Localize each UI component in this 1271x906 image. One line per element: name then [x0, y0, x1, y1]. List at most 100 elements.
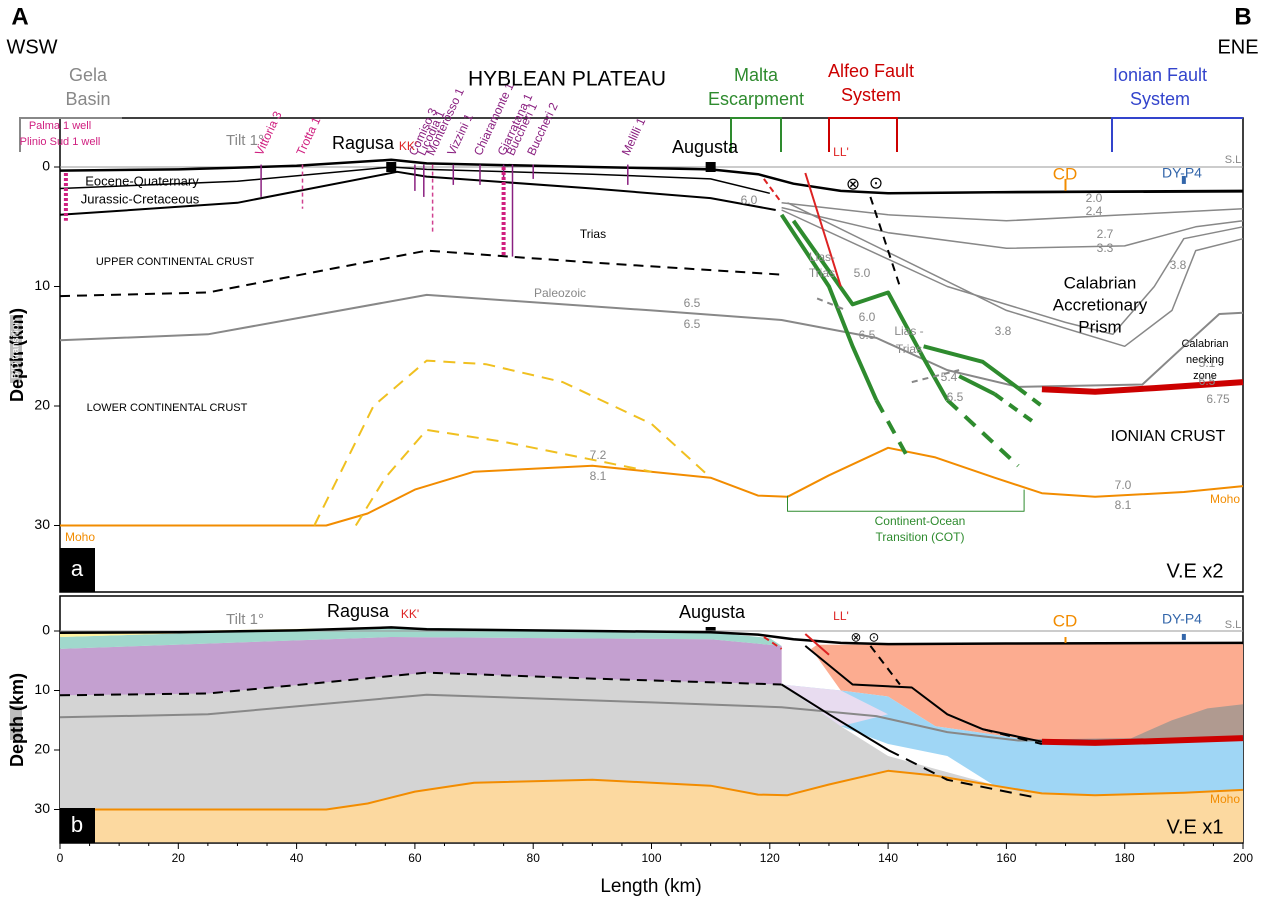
- label: a: [71, 556, 84, 581]
- label: Paleozoic: [534, 286, 586, 300]
- label: Lias-: [809, 250, 835, 264]
- label: A: [11, 3, 28, 30]
- well-name: Melilli 1: [619, 115, 649, 157]
- velocity-label: 3.8: [995, 324, 1012, 338]
- label: Jurassic-Cretaceous: [81, 191, 200, 206]
- well-name: Trotta 1: [293, 114, 323, 157]
- label: Trias: [809, 266, 835, 280]
- label: CD: [1053, 164, 1078, 183]
- label: KK': [399, 139, 417, 153]
- fault: [764, 179, 782, 203]
- town-marker: [386, 162, 396, 172]
- x-tick-label: 180: [1115, 851, 1135, 865]
- moho: [60, 448, 1243, 526]
- label: Ionian Fault: [1113, 65, 1207, 85]
- cross-section: Vittoria 3Trotta 1Comiso 3Licodia 1Monte…: [0, 0, 1271, 906]
- label: B: [1234, 3, 1251, 30]
- x-tick-label: 200: [1233, 851, 1253, 865]
- y-tick-label: 30: [34, 800, 50, 816]
- label: Trias: [896, 342, 922, 356]
- label: Tilt 1°: [226, 611, 264, 628]
- town-marker: [706, 162, 716, 172]
- label: Transition (COT): [876, 530, 965, 544]
- velocity-label: 2.0: [1086, 191, 1103, 205]
- velocity-label: 6.5: [684, 296, 701, 310]
- velocity-label: 8.1: [1115, 498, 1132, 512]
- label: Calabrian: [1181, 338, 1228, 350]
- velocity-label: 6.0: [859, 310, 876, 324]
- velocity-label: 3.3: [1097, 241, 1114, 255]
- axis-title: Depth (km): [7, 673, 27, 767]
- velocity-label: 7.0: [1115, 478, 1132, 492]
- x-tick-label: 0: [57, 851, 64, 865]
- velocity-label: 6.0: [741, 193, 758, 207]
- label: CD: [1053, 611, 1078, 630]
- x-tick-label: 20: [172, 851, 186, 865]
- label: LL': [833, 145, 849, 159]
- fault: [782, 215, 877, 400]
- symbol: ⊗: [846, 174, 860, 193]
- label: Moho: [1210, 492, 1240, 506]
- fault: [870, 197, 900, 287]
- x-tick-label: 140: [878, 851, 898, 865]
- label: System: [841, 85, 901, 105]
- label: DY-P4: [1162, 611, 1202, 627]
- label: UPPER CONTINENTAL CRUST: [96, 256, 255, 268]
- velocity-label: 6.5: [1199, 374, 1216, 388]
- label: Tilt 1°: [226, 132, 264, 149]
- velocity-label: 5.4: [941, 370, 958, 384]
- region-bracket: [731, 118, 781, 152]
- x-tick-label: 80: [527, 851, 541, 865]
- label: IONIAN CRUST: [1111, 428, 1226, 445]
- x-tick-label: 40: [290, 851, 304, 865]
- region-bracket: [1112, 118, 1243, 152]
- velocity-label: 5.0: [854, 266, 871, 280]
- velocity-label: 7.2: [590, 448, 607, 462]
- prism-horizon: [782, 203, 1243, 221]
- y-tick-label: 20: [34, 741, 50, 757]
- symbol: ⊙: [869, 629, 880, 644]
- x-tick-label: 160: [996, 851, 1016, 865]
- y-tick-label: 10: [34, 277, 50, 293]
- velocity-label: 6.75: [1206, 392, 1230, 406]
- label: V.E x1: [1166, 816, 1223, 838]
- velocity-label: 2.4: [1086, 204, 1103, 218]
- velocity-label: 8.1: [590, 469, 607, 483]
- label: Length (km): [600, 876, 701, 897]
- label: Plinio Sud 1 well: [20, 136, 101, 148]
- label: ENE: [1217, 36, 1258, 58]
- label: Trias: [580, 227, 606, 241]
- label: Calabrian: [1064, 273, 1137, 292]
- velocity-label: 3.8: [1170, 258, 1187, 272]
- fault: [876, 400, 906, 454]
- y-tick-label: 20: [34, 397, 50, 413]
- velocity-label: 6.5: [684, 317, 701, 331]
- marker: [1182, 634, 1186, 640]
- fault: [959, 376, 995, 394]
- fault: [1018, 388, 1042, 406]
- x-tick-label: 100: [641, 851, 661, 865]
- velocity-label: 6.5: [947, 390, 964, 404]
- y-tick-label: 10: [34, 681, 50, 697]
- label: Prism: [1078, 317, 1121, 336]
- label: Alfeo Fault: [828, 61, 914, 81]
- label: Basin: [65, 89, 110, 109]
- label: KK': [401, 607, 419, 621]
- label: System: [1130, 89, 1190, 109]
- bd-label: B/D transition: [11, 319, 22, 379]
- label: LOWER CONTINENTAL CRUST: [87, 402, 248, 414]
- y-tick-label: 30: [34, 516, 50, 532]
- label: Palma 1 well: [29, 120, 91, 132]
- velocity-label: 5.1: [1199, 356, 1216, 370]
- label: Moho: [1210, 792, 1240, 806]
- y-tick-label: 0: [42, 622, 50, 638]
- label: S.L: [1225, 154, 1242, 166]
- label: Malta: [734, 65, 779, 85]
- label: Accretionary: [1053, 295, 1148, 314]
- symbol: ⊙: [869, 173, 883, 192]
- label: LL': [833, 609, 849, 623]
- label: Lias -: [894, 324, 923, 338]
- label: b: [71, 812, 83, 837]
- cot-bracket: [788, 490, 1025, 512]
- fault: [995, 394, 1036, 424]
